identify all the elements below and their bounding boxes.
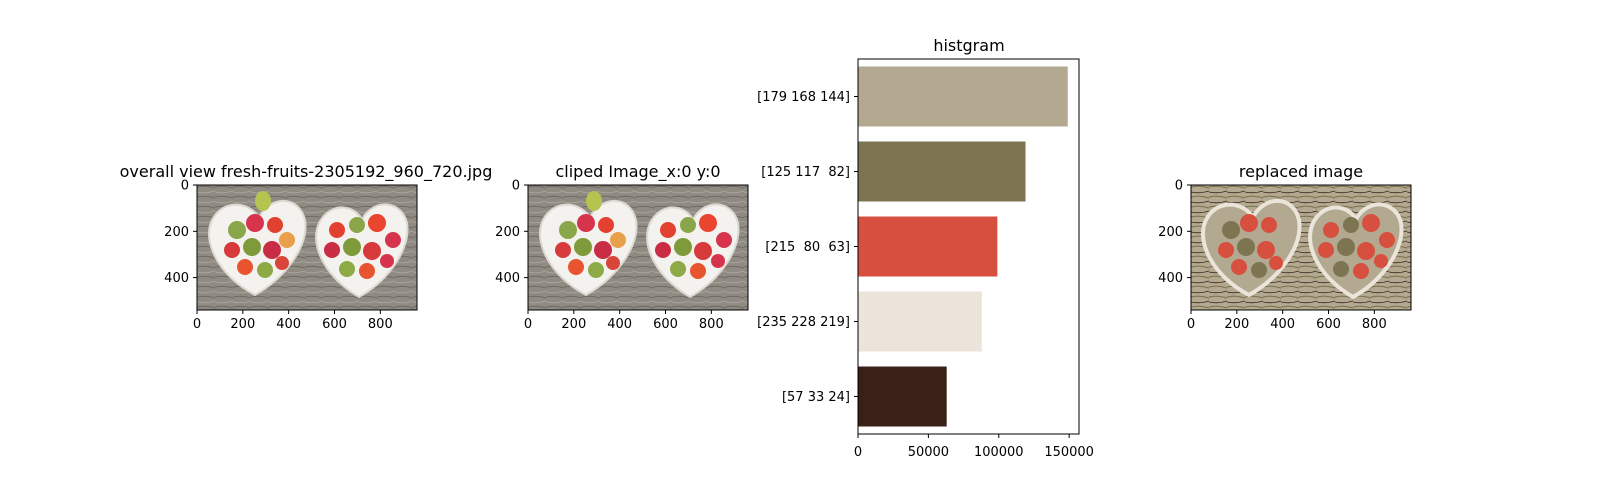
- axes-frame: [527, 184, 749, 311]
- x-tick-label: 0: [524, 317, 532, 332]
- y-tick-label: [125 117 82]: [761, 165, 850, 180]
- panel-histogram: histgram [179 168 144] [125 117 82] [215 8…: [757, 36, 1094, 460]
- panel-overall-view: overall view fresh-fruits-2305192_960_72…: [120, 162, 493, 332]
- y-tick-label: 200: [495, 225, 520, 240]
- panel-clipped-image: cliped Image_x:0 y:0 0 200 400 600 800 0 200 40…: [495, 162, 749, 332]
- x-tick-label: 200: [1224, 317, 1249, 332]
- histogram-bar: [858, 66, 1068, 127]
- x-tick-label: 800: [368, 317, 393, 332]
- y-tick-label: 0: [181, 179, 189, 194]
- y-tick-label: [235 228 219]: [757, 315, 850, 330]
- x-tick-label: 400: [1270, 317, 1295, 332]
- y-tick-label: [179 168 144]: [757, 90, 850, 105]
- x-tick-label: 400: [276, 317, 301, 332]
- axes-frame: [196, 184, 418, 311]
- histogram-bar: [858, 216, 998, 277]
- panel-replaced-image: replaced image 0 200 400 600 800 0 200 400: [1158, 162, 1413, 332]
- x-tick-label: 0: [854, 445, 862, 460]
- y-tick-label: 0: [1175, 179, 1183, 194]
- x-tick-label: 150000: [1044, 445, 1094, 460]
- y-tick-label: [215 80 63]: [765, 240, 850, 255]
- y-tick-label: [57 33 24]: [782, 390, 850, 405]
- y-tick-label: 200: [164, 225, 189, 240]
- panel-title: replaced image: [1239, 162, 1363, 181]
- axes-frame: [1190, 184, 1412, 311]
- x-tick-label: 100000: [974, 445, 1024, 460]
- y-tick-label: 400: [1158, 271, 1183, 286]
- x-tick-label: 800: [699, 317, 724, 332]
- x-tick-label: 600: [653, 317, 678, 332]
- x-tick-label: 600: [1316, 317, 1341, 332]
- histogram-bar: [858, 366, 947, 427]
- axes-frame: [857, 58, 1080, 435]
- x-tick-label: 200: [230, 317, 255, 332]
- x-tick-label: 200: [561, 317, 586, 332]
- x-tick-label: 600: [322, 317, 347, 332]
- x-tick-label: 50000: [908, 445, 949, 460]
- y-tick-label: 200: [1158, 225, 1183, 240]
- x-tick-label: 0: [1187, 317, 1195, 332]
- overall-image: [196, 184, 418, 311]
- replaced-image: [1189, 183, 1413, 312]
- y-tick-label: 0: [512, 179, 520, 194]
- histogram-bar: [858, 141, 1026, 202]
- x-tick-label: 0: [193, 317, 201, 332]
- x-tick-label: 400: [607, 317, 632, 332]
- histogram-bar: [858, 291, 982, 352]
- y-tick-label: 400: [164, 271, 189, 286]
- y-tick-label: 400: [495, 271, 520, 286]
- x-tick-label: 800: [1362, 317, 1387, 332]
- panel-title: overall view fresh-fruits-2305192_960_72…: [120, 162, 493, 182]
- histogram-title: histgram: [933, 36, 1004, 55]
- clipped-image: [527, 184, 749, 311]
- panel-title: cliped Image_x:0 y:0: [555, 162, 720, 182]
